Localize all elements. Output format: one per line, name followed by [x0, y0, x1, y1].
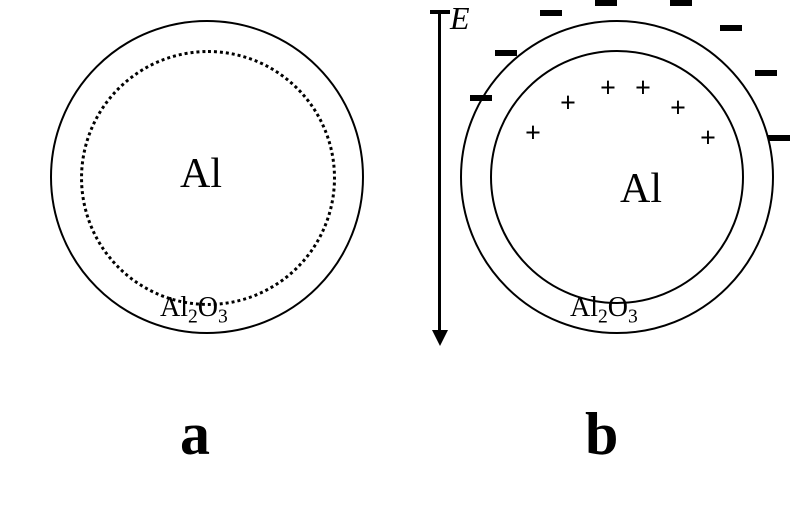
panel-a: Al Al2O3 a: [10, 0, 390, 505]
minus-charge-icon: [595, 0, 617, 6]
shell-label-b-sub2: 3: [628, 307, 638, 328]
shell-label-a-prefix: Al: [160, 292, 188, 323]
plus-charge-icon: +: [560, 90, 576, 118]
minus-charge-icon: [720, 25, 742, 31]
minus-charge-icon: [768, 135, 790, 141]
plus-charge-icon: +: [670, 95, 686, 123]
minus-charge-icon: [495, 50, 517, 56]
minus-charge-icon: [670, 0, 692, 6]
shell-label-a-mid: O: [198, 292, 218, 323]
inner-circle-b: [490, 50, 744, 304]
field-label: E: [450, 0, 470, 37]
shell-label-a-sub1: 2: [188, 307, 198, 328]
core-label-a: Al: [180, 150, 222, 198]
plus-charge-icon: +: [525, 120, 541, 148]
field-arrow-head-icon: [432, 330, 448, 346]
panel-b: E + + + + + + Al Al2O3 b: [410, 0, 790, 505]
plus-charge-icon: +: [600, 75, 616, 103]
shell-label-b-sub1: 2: [598, 307, 608, 328]
shell-label-b-mid: O: [608, 292, 628, 323]
plus-charge-icon: +: [700, 125, 716, 153]
shell-label-a-sub2: 3: [218, 307, 228, 328]
panel-letter-b: b: [585, 400, 618, 469]
minus-charge-icon: [755, 70, 777, 76]
core-label-b: Al: [620, 165, 662, 213]
shell-label-a: Al2O3: [160, 292, 228, 329]
panel-letter-a: a: [180, 400, 210, 469]
minus-charge-icon: [470, 95, 492, 101]
field-arrow-shaft: [438, 10, 441, 335]
shell-label-b-prefix: Al: [570, 292, 598, 323]
minus-charge-icon: [540, 10, 562, 16]
plus-charge-icon: +: [635, 75, 651, 103]
shell-label-b: Al2O3: [570, 292, 638, 329]
